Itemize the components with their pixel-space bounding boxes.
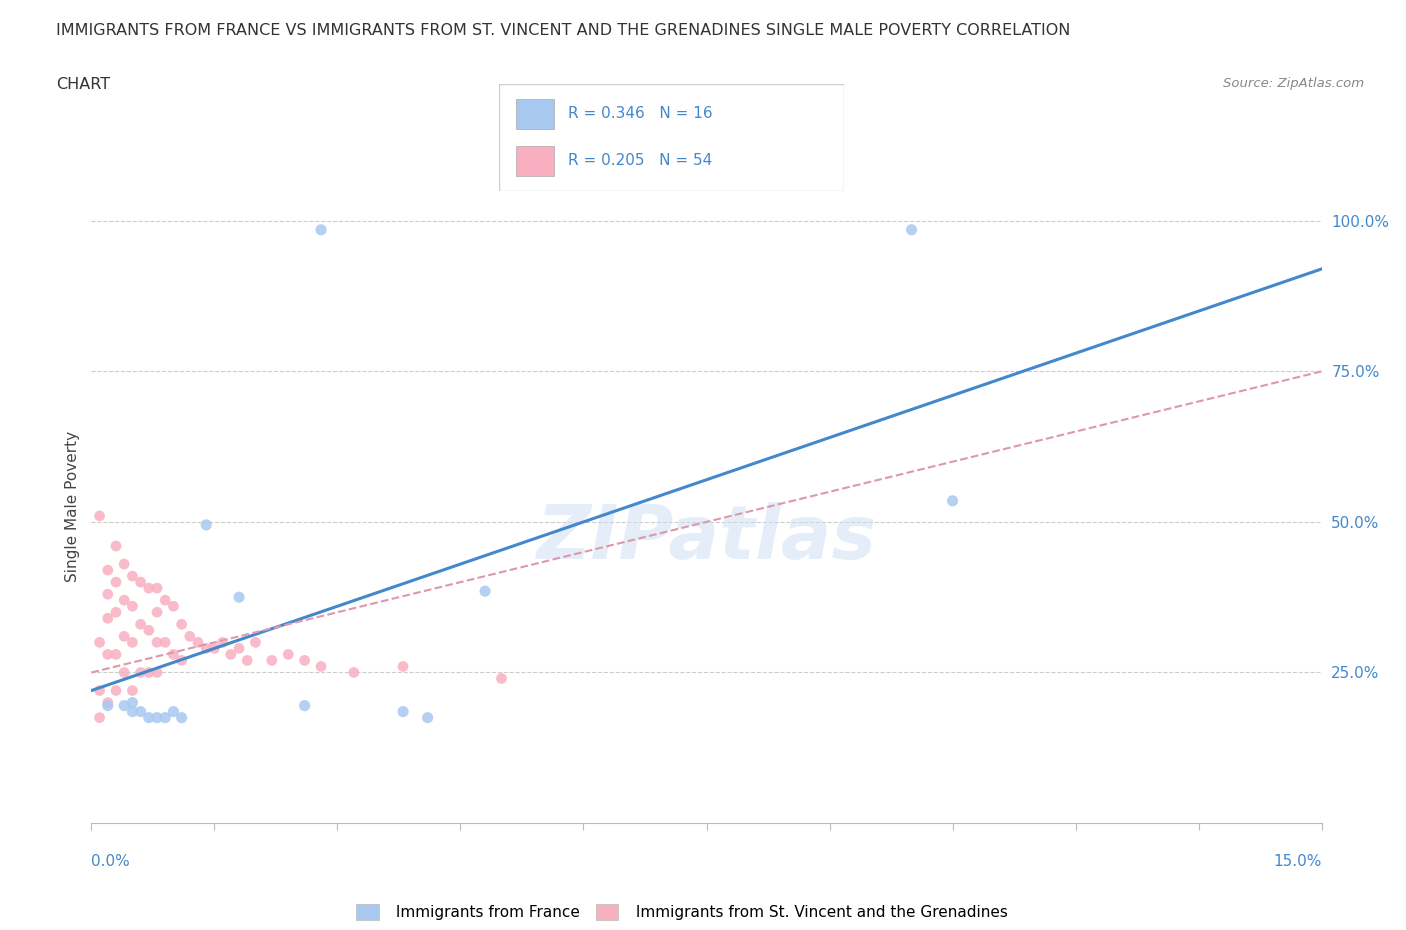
Point	[294, 698, 316, 713]
Point	[105, 604, 127, 619]
Text: ZIPatlas: ZIPatlas	[537, 502, 876, 575]
Point	[129, 665, 152, 680]
Point	[202, 641, 225, 656]
Point	[89, 509, 111, 524]
Point	[105, 684, 127, 698]
Point	[97, 611, 120, 626]
Point	[129, 575, 152, 590]
Point	[179, 629, 201, 644]
Point	[195, 517, 218, 532]
Point	[105, 575, 127, 590]
Text: R = 0.346   N = 16: R = 0.346 N = 16	[568, 106, 713, 121]
Text: R = 0.205   N = 54: R = 0.205 N = 54	[568, 153, 713, 168]
Point	[187, 635, 209, 650]
Point	[112, 629, 135, 644]
Point	[162, 704, 184, 719]
Point	[392, 704, 415, 719]
Point	[146, 635, 169, 650]
Point	[112, 698, 135, 713]
Point	[121, 635, 143, 650]
Point	[121, 568, 143, 583]
Point	[260, 653, 283, 668]
Point	[146, 604, 169, 619]
Point	[121, 684, 143, 698]
Point	[138, 665, 160, 680]
Point	[105, 538, 127, 553]
Point	[89, 635, 111, 650]
Point	[343, 665, 366, 680]
Point	[105, 647, 127, 662]
Point	[162, 647, 184, 662]
Point	[121, 704, 143, 719]
Point	[97, 695, 120, 710]
Point	[170, 653, 193, 668]
Point	[97, 563, 120, 578]
Point	[146, 711, 169, 725]
Text: IMMIGRANTS FROM FRANCE VS IMMIGRANTS FROM ST. VINCENT AND THE GRENADINES SINGLE : IMMIGRANTS FROM FRANCE VS IMMIGRANTS FRO…	[56, 23, 1070, 38]
Point	[900, 222, 922, 237]
Point	[112, 592, 135, 607]
FancyBboxPatch shape	[499, 84, 844, 191]
Point	[474, 584, 496, 599]
Point	[121, 599, 143, 614]
Point	[162, 599, 184, 614]
Legend:  Immigrants from France,  Immigrants from St. Vincent and the Grenadines: Immigrants from France, Immigrants from …	[350, 897, 1014, 926]
Point	[97, 647, 120, 662]
Point	[195, 641, 218, 656]
Point	[153, 592, 177, 607]
FancyBboxPatch shape	[516, 99, 554, 128]
Y-axis label: Single Male Poverty: Single Male Poverty	[65, 432, 80, 582]
Point	[138, 623, 160, 638]
Point	[491, 671, 513, 686]
Point	[236, 653, 259, 668]
Point	[146, 665, 169, 680]
Point	[89, 711, 111, 725]
Point	[416, 711, 439, 725]
FancyBboxPatch shape	[516, 146, 554, 176]
Point	[245, 635, 267, 650]
Point	[129, 617, 152, 631]
Point	[112, 557, 135, 572]
Point	[294, 653, 316, 668]
Point	[170, 617, 193, 631]
Point	[129, 704, 152, 719]
Point	[97, 698, 120, 713]
Text: 15.0%: 15.0%	[1274, 854, 1322, 869]
Point	[228, 590, 250, 604]
Point	[138, 711, 160, 725]
Text: Source: ZipAtlas.com: Source: ZipAtlas.com	[1223, 77, 1364, 90]
Point	[219, 647, 242, 662]
Point	[89, 684, 111, 698]
Point	[112, 665, 135, 680]
Point	[277, 647, 299, 662]
Point	[121, 695, 143, 710]
Point	[942, 494, 965, 509]
Point	[392, 659, 415, 674]
Point	[309, 659, 332, 674]
Point	[309, 222, 332, 237]
Text: CHART: CHART	[56, 77, 110, 92]
Point	[211, 635, 233, 650]
Point	[153, 711, 177, 725]
Point	[170, 711, 193, 725]
Point	[138, 580, 160, 595]
Point	[153, 635, 177, 650]
Point	[97, 587, 120, 602]
Point	[146, 580, 169, 595]
Point	[228, 641, 250, 656]
Text: 0.0%: 0.0%	[91, 854, 131, 869]
